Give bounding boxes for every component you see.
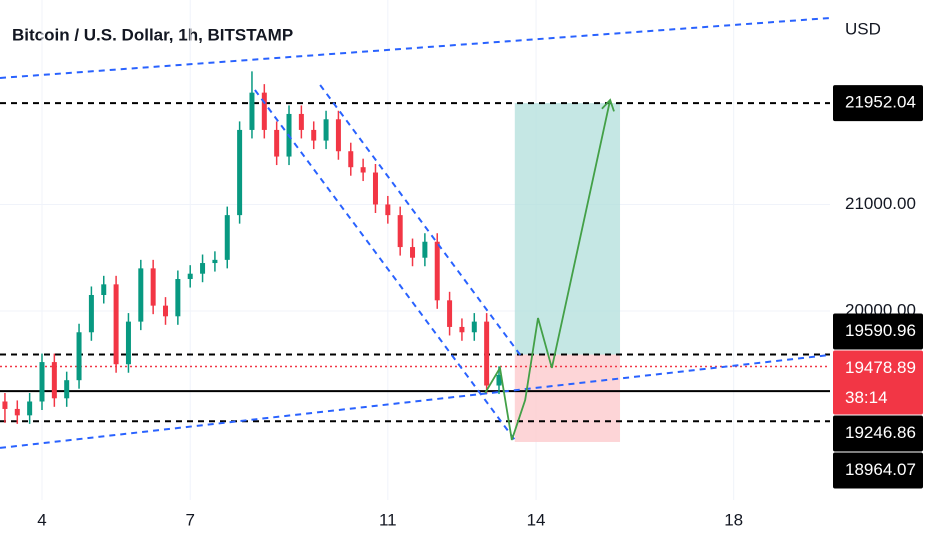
- candle-body: [150, 268, 156, 306]
- candle-body: [2, 401, 8, 409]
- x-tick-label: 18: [724, 510, 743, 529]
- candle-body: [348, 151, 354, 168]
- candle-body: [27, 401, 33, 416]
- price-label: 18964.07: [845, 460, 916, 479]
- trendline: [0, 353, 831, 449]
- loss-zone: [514, 354, 621, 442]
- candle-body: [323, 119, 329, 141]
- candle-body: [113, 284, 119, 365]
- candle-body: [261, 92, 267, 130]
- price-label: 19246.86: [845, 423, 916, 442]
- price-label-bg: [833, 452, 923, 489]
- x-tick-label: 4: [37, 510, 46, 529]
- x-tick-label: 7: [185, 510, 194, 529]
- candle-body: [64, 380, 70, 399]
- trendline: [254, 89, 516, 441]
- candle-body: [39, 362, 45, 402]
- countdown-label: 38:14: [845, 388, 888, 407]
- candle-body: [51, 362, 57, 399]
- candle-body: [212, 259, 218, 264]
- price-label-bg: [833, 85, 923, 122]
- candle-body: [138, 268, 144, 322]
- currency-label: USD: [845, 19, 881, 38]
- candle-body: [447, 300, 453, 327]
- candle-body: [434, 241, 440, 301]
- candle-body: [335, 119, 341, 152]
- price-label-bg: [833, 415, 923, 452]
- candle-body: [274, 129, 280, 157]
- candle-body: [88, 294, 94, 333]
- price-label-bg: [833, 313, 923, 350]
- candle-body: [385, 204, 391, 216]
- candle-body: [298, 113, 304, 130]
- candle-body: [163, 305, 169, 317]
- candle-body: [311, 129, 317, 141]
- candle-body: [200, 263, 206, 274]
- candle-body: [397, 215, 403, 248]
- projection-path: [484, 99, 612, 441]
- trendline: [0, 17, 831, 79]
- candle-body: [76, 332, 82, 381]
- price-label-bg: [833, 350, 923, 415]
- price-label: 19478.89: [845, 358, 916, 377]
- candle-body: [14, 408, 20, 416]
- plot-area: [0, 0, 831, 500]
- candle-body: [187, 273, 193, 280]
- candle-body: [101, 284, 107, 295]
- profit-zone: [514, 103, 621, 355]
- candle-body: [360, 167, 366, 173]
- candle-body: [125, 321, 131, 365]
- price-label: 19590.96: [845, 321, 916, 340]
- x-tick-label: 11: [379, 510, 397, 529]
- candle-body: [471, 321, 477, 333]
- candle-body: [496, 374, 502, 386]
- candle-body: [484, 321, 490, 386]
- projection-arrowhead: [601, 98, 615, 112]
- candle-body: [410, 247, 416, 258]
- candle-body: [224, 215, 230, 260]
- trendline: [319, 84, 522, 356]
- y-tick-label: 21000.00: [845, 194, 916, 213]
- chart-title: Bitcoin / U.S. Dollar, 1h, BITSTAMP: [12, 25, 293, 44]
- candle-body: [459, 326, 465, 333]
- candle-body: [422, 241, 428, 258]
- candle-body: [237, 129, 243, 216]
- candle-body: [372, 172, 378, 205]
- candle-body: [249, 92, 255, 130]
- candle-body: [175, 279, 181, 317]
- price-label: 21952.04: [845, 93, 916, 112]
- x-tick-label: 14: [527, 510, 546, 529]
